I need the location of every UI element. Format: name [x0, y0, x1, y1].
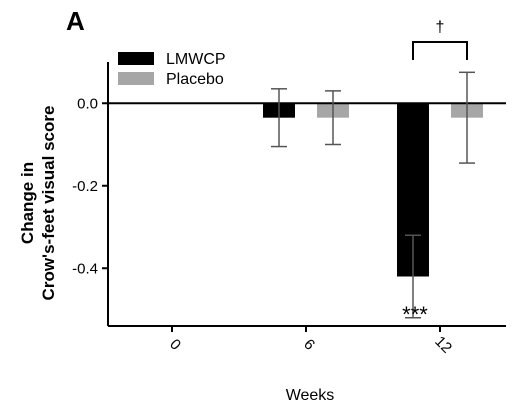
legend-label-placebo: Placebo	[166, 71, 224, 88]
y-axis: 0.0 -0.2 -0.4	[72, 62, 109, 326]
panel-label: A	[66, 6, 85, 36]
error-bars	[271, 71, 475, 319]
y-axis-label-line-2: Crow's-feet visual score	[39, 106, 58, 301]
significance-stars: ***	[402, 302, 428, 327]
y-tick-label: -0.4	[72, 260, 98, 277]
x-tick-label: 0	[166, 336, 184, 354]
x-tick-label: 6	[300, 336, 318, 354]
legend-label-lmwcp: LMWCP	[166, 51, 226, 68]
legend-swatch-placebo	[118, 72, 154, 85]
x-axis-label: Weeks	[286, 387, 335, 404]
y-tick-label: -0.2	[72, 178, 98, 195]
bars	[263, 103, 483, 277]
y-axis-label-line-1: Change in	[18, 162, 37, 244]
legend-swatch-lmwcp	[118, 52, 154, 65]
x-tick-label: 12	[431, 333, 455, 357]
annotations: *** †	[402, 19, 468, 327]
significance-bracket	[412, 41, 468, 60]
dagger-mark: †	[436, 19, 445, 36]
legend: LMWCP Placebo	[118, 51, 226, 88]
y-axis-title: Change in Crow's-feet visual score	[18, 106, 58, 301]
y-tick-label: 0.0	[77, 95, 98, 112]
x-axis: 0 6 12	[108, 325, 506, 357]
